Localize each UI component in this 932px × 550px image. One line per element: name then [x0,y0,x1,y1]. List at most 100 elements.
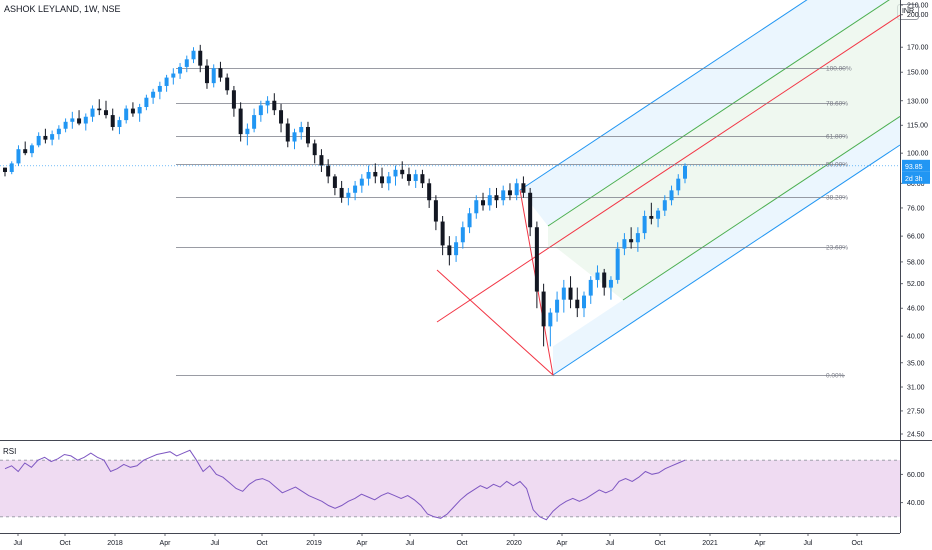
price-axis-label: 52.00 [907,281,925,288]
candle-body [662,200,667,211]
time-axis-label: 2019 [306,540,322,547]
candle-body [433,200,438,222]
price-axis-label: 76.00 [907,205,925,212]
candle-body [198,50,203,66]
candle-body [406,174,411,181]
candle-body [642,215,647,234]
candle-body [164,77,169,86]
price-axis-label: 31.00 [907,385,925,392]
candle-body [683,165,687,179]
candle-body [238,108,243,135]
candle-body [265,100,270,106]
candle-body [534,227,539,292]
candle-body [649,215,654,219]
time-axis-label: Jul [804,540,813,547]
candle-body [77,118,82,124]
candle-body [460,227,465,243]
candle-body [366,171,371,179]
price-axis-label: 200.00 [907,12,929,19]
time-axis-label: Jul [14,540,23,547]
time-axis-label: 2020 [506,540,522,547]
candle-body [669,190,674,201]
candle-body [178,66,183,74]
candle-body [588,279,593,296]
current-price-label: 93.85 [905,164,923,171]
candle-body [400,169,405,175]
candle-body [70,118,75,122]
fib-level-label: 0.00% [826,373,845,380]
price-axis-label: 100.00 [907,151,929,158]
candle-body [151,91,156,98]
candle-body [56,128,61,135]
candle-body [272,100,277,111]
rsi-axis-label: 60.00 [907,472,925,479]
candle-body [36,135,41,146]
price-axis-label: 24.50 [907,432,925,439]
price-axis-label: 35.00 [907,360,925,367]
price-axis-label: 130.00 [907,98,929,105]
candle-body [305,126,310,144]
time-axis-label: Jul [406,540,415,547]
candle-body [124,108,129,121]
pitchfork-inner-lower-zone [553,15,900,300]
candle-body [615,248,620,280]
candle-body [9,163,14,172]
candle-body [575,299,580,309]
price-axis-label: 66.00 [907,234,925,241]
candle-body [595,272,600,280]
candle-body [279,110,284,124]
candle-body [258,105,263,116]
fib-level-label: 23.60% [826,245,848,252]
candle-body [582,295,587,309]
candle-body [43,135,48,140]
candle-body [427,183,432,201]
candle-body [521,183,526,193]
candle-body [3,167,7,172]
candle-body [420,174,425,184]
time-axis-label: Oct [655,540,666,547]
price-axis-label: 150.00 [907,70,929,77]
pitchfork-upper-line [519,0,808,191]
candle-body [555,299,560,313]
candle-body [541,291,546,327]
pitchfork-upper-zone [520,0,889,226]
candle-body [629,239,634,243]
candle-body [514,183,519,196]
chart-title: ASHOK LEYLAND, 1W, NSE [4,4,121,14]
candle-body [63,121,68,129]
candle-body [83,116,88,124]
candle-body [157,85,162,92]
candle-body [171,73,176,78]
rsi-axis-label: 40.00 [907,500,925,507]
price-axis-label: 27.50 [907,408,925,415]
candle-body [184,59,189,67]
candle-body [487,195,492,206]
candle-body [481,200,486,206]
candle-body [144,97,149,108]
fib-level-label: 61.80% [826,134,848,141]
candle-body [103,110,108,116]
candle-body [454,242,459,256]
price-axis-label: 58.00 [907,259,925,266]
candle-body [97,108,102,111]
price-axis-label: 210.00 [907,3,929,10]
fib-level-label: 100.00% [826,66,852,73]
candle-body [380,176,385,184]
candle-body [507,190,512,196]
time-axis-label: 2021 [702,540,718,547]
candle-body [204,65,209,84]
candle-body [231,90,236,109]
candle-body [312,143,317,156]
candle-body [386,176,391,184]
candle-body [393,169,398,177]
time-axis-label: Apr [160,540,172,547]
candle-body [359,178,364,186]
time-axis-label: Oct [257,540,268,547]
price-axis-label: 170.00 [907,45,929,52]
candle-body [292,132,297,142]
price-axis-label: 40.00 [907,334,925,341]
candle-body [474,200,479,214]
candle-body [413,174,418,181]
pitchfork-inner-upper-zone [548,0,900,249]
